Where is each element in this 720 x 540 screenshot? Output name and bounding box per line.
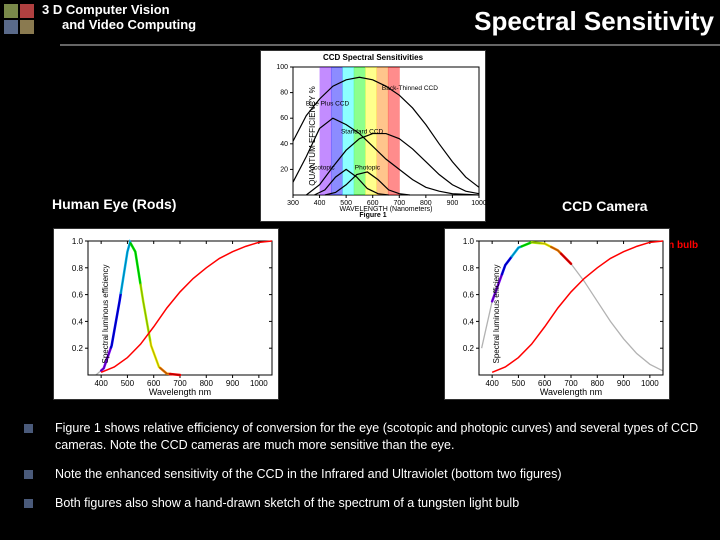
svg-text:Photopic: Photopic <box>355 164 381 171</box>
svg-text:0.2: 0.2 <box>72 344 84 353</box>
svg-text:80: 80 <box>280 90 288 97</box>
bullet-marker <box>24 499 33 508</box>
svg-text:900: 900 <box>226 379 240 388</box>
svg-text:300: 300 <box>287 200 299 207</box>
human-eye-label: Human Eye (Rods) <box>52 196 176 212</box>
y-axis-label: QUANTUM EFFICIENCY % <box>308 86 317 185</box>
bullet-marker <box>24 470 33 479</box>
ccd-camera-chart: Spectral luminous efficiency 40050060070… <box>444 228 670 400</box>
svg-text:1.0: 1.0 <box>72 237 84 246</box>
chart-svg: 300400500600700800900100020406080100Back… <box>261 51 487 223</box>
svg-text:20: 20 <box>280 166 288 173</box>
svg-text:100: 100 <box>276 64 288 71</box>
ccd-spectral-chart: CCD Spectral Sensitivities QUANTUM EFFIC… <box>260 50 486 222</box>
svg-text:Standard CCD: Standard CCD <box>341 129 384 136</box>
svg-text:0.8: 0.8 <box>72 264 84 273</box>
logo-block <box>20 20 34 34</box>
bullet-item: Figure 1 shows relative efficiency of co… <box>24 420 700 454</box>
chart-svg: 40050060070080090010000.20.40.60.81.0Wav… <box>54 229 280 401</box>
bullet-text: Both figures also show a hand-drawn sket… <box>55 495 519 512</box>
logo-block <box>4 20 18 34</box>
svg-text:900: 900 <box>617 379 631 388</box>
svg-text:0.6: 0.6 <box>72 291 84 300</box>
svg-text:Back-Thinned CCD: Back-Thinned CCD <box>382 85 438 92</box>
svg-text:500: 500 <box>121 379 135 388</box>
svg-text:400: 400 <box>485 379 499 388</box>
bullet-marker <box>24 424 33 433</box>
svg-text:0.4: 0.4 <box>463 317 475 326</box>
y-axis-label: Spectral luminous efficiency <box>492 264 501 363</box>
chart-title: CCD Spectral Sensitivities <box>323 53 423 62</box>
svg-text:900: 900 <box>447 200 459 207</box>
human-eye-chart: Spectral luminous efficiency 40050060070… <box>53 228 279 400</box>
bullet-text: Figure 1 shows relative efficiency of co… <box>55 420 700 454</box>
svg-text:500: 500 <box>512 379 526 388</box>
title-underline <box>60 44 720 46</box>
svg-text:0.6: 0.6 <box>463 291 475 300</box>
svg-text:400: 400 <box>314 200 326 207</box>
svg-text:1.0: 1.0 <box>463 237 475 246</box>
svg-text:400: 400 <box>94 379 108 388</box>
bullet-text: Note the enhanced sensitivity of the CCD… <box>55 466 562 483</box>
bullet-list: Figure 1 shows relative efficiency of co… <box>24 420 700 524</box>
svg-text:Wavelength nm: Wavelength nm <box>540 387 602 397</box>
bullet-item: Note the enhanced sensitivity of the CCD… <box>24 466 700 483</box>
slide-title: Spectral Sensitivity <box>474 6 714 37</box>
svg-text:0.2: 0.2 <box>463 344 475 353</box>
chart-svg: 40050060070080090010000.20.40.60.81.0Wav… <box>445 229 671 401</box>
svg-text:0.4: 0.4 <box>72 317 84 326</box>
course-line2: and Video Computing <box>62 17 196 32</box>
course-line1: 3 D Computer Vision <box>42 2 196 17</box>
svg-text:1000: 1000 <box>471 200 487 207</box>
ccd-camera-label: CCD Camera <box>562 198 648 214</box>
svg-text:Wavelength nm: Wavelength nm <box>149 387 211 397</box>
svg-text:1000: 1000 <box>250 379 268 388</box>
logo-block <box>20 4 34 18</box>
svg-text:1000: 1000 <box>641 379 659 388</box>
slide-header: 3 D Computer Vision and Video Computing … <box>0 0 720 46</box>
bullet-item: Both figures also show a hand-drawn sket… <box>24 495 700 512</box>
logo-block <box>4 4 18 18</box>
svg-text:60: 60 <box>280 115 288 122</box>
course-title: 3 D Computer Vision and Video Computing <box>42 2 196 32</box>
logo-grid <box>4 4 34 34</box>
y-axis-label: Spectral luminous efficiency <box>101 264 110 363</box>
figure-caption: Figure 1 <box>359 212 386 219</box>
svg-text:0.8: 0.8 <box>463 264 475 273</box>
svg-text:40: 40 <box>280 141 288 148</box>
